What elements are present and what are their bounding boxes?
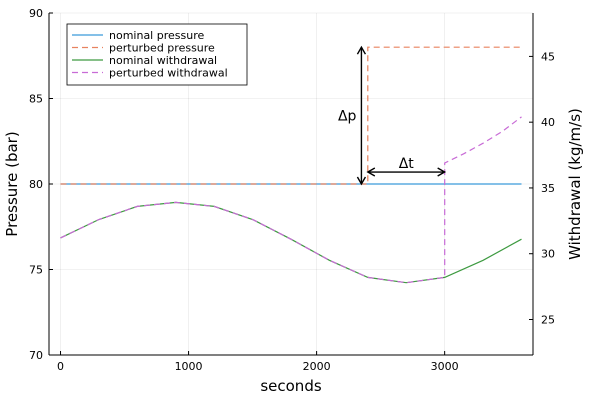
- series-line-perturbed-pressure: [60, 46, 522, 185]
- delta-p-arrow-head-bottom: [356, 176, 367, 186]
- annotations: Δp Δt: [338, 45, 447, 186]
- y-right-tick-label: 30: [541, 248, 555, 261]
- axes: 0 1000 2000 3000 70 75 80 85 90 25 30 35 40 45: [29, 7, 555, 373]
- series-lines: [60, 46, 522, 284]
- y-left-tick-label: 75: [29, 264, 43, 277]
- y-right-tick-label: 45: [541, 50, 555, 63]
- x-tick-label: 3000: [431, 360, 459, 373]
- legend-label: perturbed withdrawal: [109, 67, 228, 80]
- y-left-tick-label: 85: [29, 93, 43, 106]
- y-axis-right-label: Withdrawal (kg/m/s): [566, 108, 584, 260]
- legend-label: perturbed pressure: [109, 42, 215, 55]
- x-tick-label: 1000: [175, 360, 203, 373]
- delta-p-label: Δp: [338, 109, 357, 125]
- y-left-tick-label: 90: [29, 7, 43, 20]
- legend-label: nominal pressure: [109, 29, 204, 42]
- y-left-tick-label: 70: [29, 349, 43, 362]
- legend-label: nominal withdrawal: [109, 54, 217, 67]
- x-axis-label: seconds: [260, 377, 321, 395]
- y-right-tick-label: 35: [541, 182, 555, 195]
- delta-t-label: Δt: [399, 156, 415, 172]
- y-left-tick-label: 80: [29, 178, 43, 191]
- series-line-perturbed-withdrawal: [60, 116, 522, 284]
- delta-t-arrow-head-right: [437, 167, 447, 177]
- x-tick-label: 2000: [303, 360, 331, 373]
- delta-t-arrow-head-left: [366, 167, 376, 177]
- y-right-tick-label: 40: [541, 116, 555, 129]
- x-tick-label: 0: [57, 360, 64, 373]
- delta-p-arrow-head-top: [356, 45, 367, 55]
- y-axis-left-label: Pressure (bar): [3, 131, 21, 236]
- y-right-tick-label: 25: [541, 313, 555, 326]
- legend-box: [66, 23, 248, 86]
